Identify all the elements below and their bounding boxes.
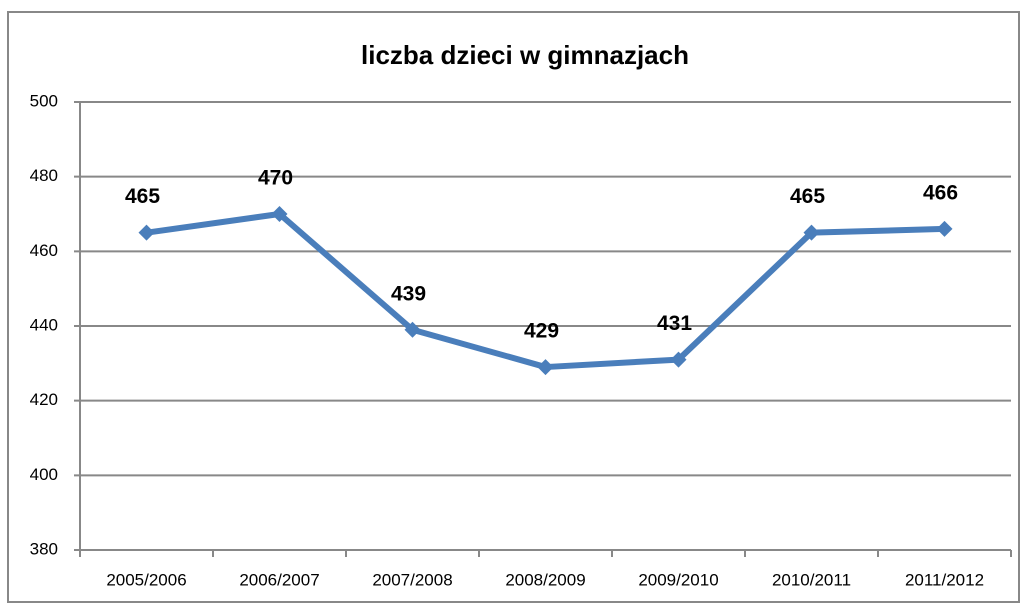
y-tick-label: 500 xyxy=(30,91,58,110)
data-label: 429 xyxy=(524,320,559,343)
x-tick-label: 2008/2009 xyxy=(505,570,585,589)
y-tick-label: 480 xyxy=(30,166,58,185)
y-tick-label: 420 xyxy=(30,390,58,409)
data-label: 439 xyxy=(391,282,426,305)
marker xyxy=(537,359,554,376)
x-tick-label: 2011/2012 xyxy=(905,570,984,589)
data-label: 465 xyxy=(125,185,160,208)
chart-frame xyxy=(7,11,1020,603)
data-label: 431 xyxy=(657,312,692,335)
marker xyxy=(271,206,288,222)
marker xyxy=(936,220,953,237)
chart-title: liczba dzieci w gimnazjach xyxy=(361,40,689,70)
y-tick-label: 400 xyxy=(30,465,58,484)
x-tick-label: 2007/2008 xyxy=(372,570,452,589)
data-label: 465 xyxy=(790,185,825,208)
marker xyxy=(803,224,820,241)
x-tick-label: 2005/2006 xyxy=(106,570,186,589)
y-tick-label: 460 xyxy=(30,241,58,260)
x-tick-label: 2009/2010 xyxy=(638,570,718,589)
y-tick-label: 380 xyxy=(30,539,58,558)
x-tick-label: 2006/2007 xyxy=(239,570,319,589)
marker xyxy=(404,321,421,338)
x-tick-label: 2010/2011 xyxy=(772,570,851,589)
data-label: 466 xyxy=(923,181,958,204)
marker xyxy=(138,224,155,241)
marker xyxy=(670,351,687,368)
y-tick-label: 440 xyxy=(30,315,58,334)
data-label: 470 xyxy=(258,167,293,190)
